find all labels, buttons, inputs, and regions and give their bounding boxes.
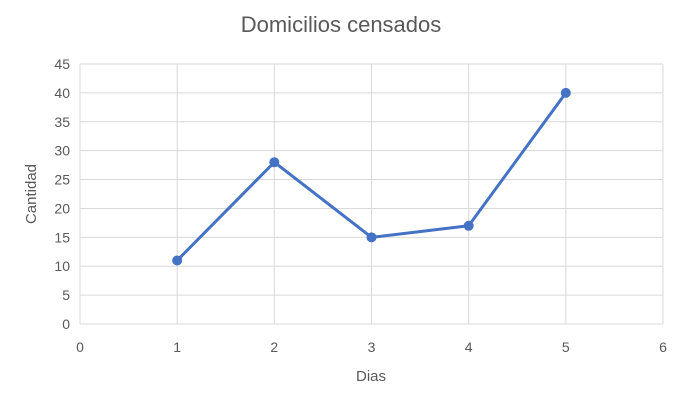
y-tick-label: 45 <box>54 56 70 72</box>
x-tick-label: 1 <box>173 339 181 355</box>
data-point <box>269 157 280 168</box>
y-axis-label: Cantidad <box>23 164 40 224</box>
x-tick-label: 0 <box>76 339 84 355</box>
y-tick-label: 0 <box>62 316 70 332</box>
x-axis-label: Dias <box>356 368 386 385</box>
y-tick-label: 35 <box>54 114 70 130</box>
x-tick-label: 4 <box>465 339 473 355</box>
chart-title: Domicilios censados <box>241 12 442 37</box>
data-point <box>172 255 183 266</box>
y-tick-label: 30 <box>54 143 70 159</box>
series-group <box>172 87 571 266</box>
x-axis-ticks: 0 1 2 3 4 5 6 <box>76 339 667 355</box>
grid-lines <box>79 63 664 325</box>
x-tick-label: 2 <box>270 339 278 355</box>
y-tick-label: 15 <box>54 229 70 245</box>
y-tick-label: 10 <box>54 258 70 274</box>
x-tick-label: 5 <box>562 339 570 355</box>
x-tick-label: 3 <box>368 339 376 355</box>
data-point <box>560 87 571 98</box>
data-point <box>463 220 474 231</box>
y-tick-label: 40 <box>54 85 70 101</box>
y-tick-label: 25 <box>54 172 70 188</box>
x-tick-label: 6 <box>659 339 667 355</box>
y-tick-label: 20 <box>54 200 70 216</box>
y-axis-ticks: 0 5 10 15 20 25 30 35 40 45 <box>54 56 70 332</box>
y-tick-label: 5 <box>62 287 70 303</box>
data-point <box>366 232 377 243</box>
